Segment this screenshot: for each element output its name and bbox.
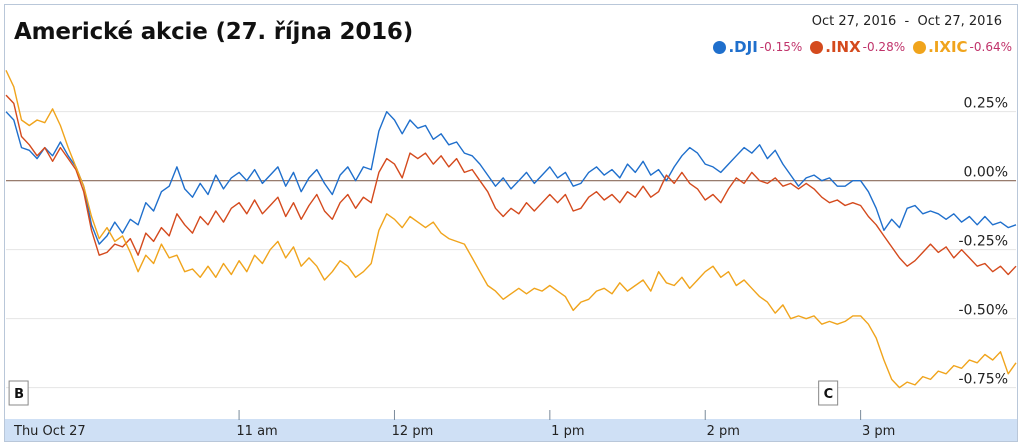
legend-name-inx: .INX xyxy=(825,38,861,56)
y-tick-label-4: -0.75% xyxy=(958,372,1008,388)
x-tick-label-0: Thu Oct 27 xyxy=(13,424,86,439)
date-range: Oct 27, 2016 - Oct 27, 2016 xyxy=(811,14,1002,29)
legend-change-dji: -0.15% xyxy=(759,40,803,54)
legend-change-ixic: -0.64% xyxy=(969,40,1012,54)
annotation-label-0: B xyxy=(14,387,24,402)
legend-dot-dji xyxy=(713,40,727,54)
annotation-box-1 xyxy=(818,380,839,406)
legend-name-dji: .DJI xyxy=(728,38,758,56)
annotation-label-1: C xyxy=(824,387,834,402)
y-tick-label-2: -0.25% xyxy=(958,234,1008,250)
series-line-dji xyxy=(5,111,1017,245)
x-tick-label-2: 12 pm xyxy=(392,424,434,439)
x-tick-label-3: 1 pm xyxy=(551,424,584,439)
x-tick-label-1: 11 am xyxy=(236,424,277,439)
legend-item-ixic[interactable]: .IXIC -0.64% xyxy=(913,38,1012,56)
x-tick-label-4: 2 pm xyxy=(707,424,740,439)
chart-title: Americké akcie (27. října 2016) xyxy=(14,19,414,45)
legend-name-ixic: .IXIC xyxy=(928,38,968,56)
y-tick-label-3: -0.50% xyxy=(958,303,1008,319)
legend-item-inx[interactable]: .INX -0.28% xyxy=(810,38,905,56)
legend-item-dji[interactable]: .DJI -0.15% xyxy=(713,38,802,56)
x-tick-label-5: 3 pm xyxy=(862,424,895,439)
annotation-box-0 xyxy=(8,380,29,406)
legend-change-inx: -0.28% xyxy=(862,40,906,54)
legend-dot-inx xyxy=(810,40,824,54)
y-tick-label-1: 0.00% xyxy=(964,165,1008,181)
legend-dot-ixic xyxy=(913,40,927,54)
series-line-ixic xyxy=(5,70,1017,389)
x-axis-strip xyxy=(5,419,1017,441)
legend: .DJI -0.15% .INX -0.28% .IXIC -0.64% xyxy=(713,38,1012,56)
series-line-inx xyxy=(5,94,1017,276)
y-tick-label-0: 0.25% xyxy=(964,96,1008,112)
